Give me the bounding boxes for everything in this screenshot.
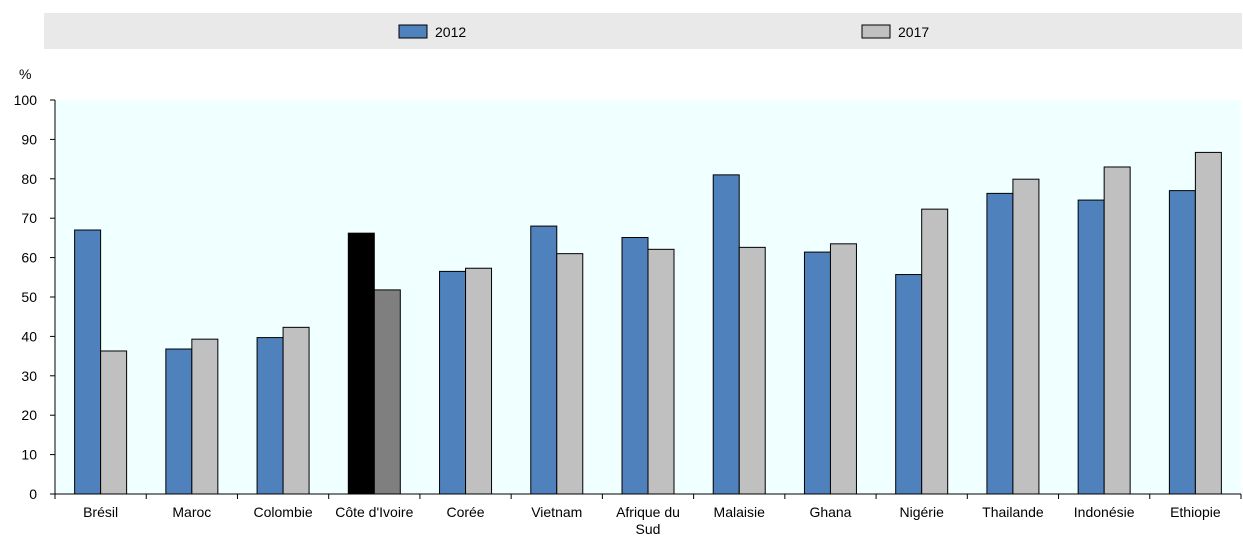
legend: 2012 2017	[398, 24, 929, 40]
bar-2012-8	[803, 251, 831, 495]
x-category-label: Ghana	[809, 504, 851, 520]
bar-2012-10	[986, 192, 1014, 495]
x-category-label: Brésil	[83, 504, 118, 520]
bar-2017-4	[465, 267, 493, 495]
bar-2017-7	[738, 246, 766, 495]
y-tick-label: 100	[14, 92, 38, 108]
y-tick-label: 70	[21, 210, 37, 226]
x-category-label: Afrique du	[616, 504, 680, 520]
bar-2012-4	[439, 270, 467, 495]
x-category-label: Malaisie	[714, 504, 766, 520]
bar-2017-0	[100, 350, 128, 495]
x-category-label: Vietnam	[531, 504, 582, 520]
bar-2017-12	[1194, 151, 1222, 495]
bar-2017-8	[829, 243, 857, 495]
legend-background	[44, 13, 1242, 49]
y-axis: 0 10 20 30 40 50 60 70 80 90 100	[14, 92, 55, 502]
bar-2017-9	[921, 208, 949, 495]
bar-2012-0	[74, 229, 102, 495]
y-axis-unit-label: %	[19, 66, 31, 82]
bar-2012-3	[347, 232, 375, 495]
legend-label-2017: 2017	[898, 24, 929, 40]
legend-swatch-2017	[861, 24, 891, 39]
x-category-label: Indonésie	[1074, 504, 1135, 520]
bar-2012-6	[621, 237, 649, 495]
bar-2017-10	[1012, 178, 1040, 495]
bar-2017-1	[191, 338, 219, 495]
bar-2012-11	[1077, 199, 1105, 495]
bar-2012-7	[712, 174, 740, 495]
y-tick-label: 50	[21, 289, 37, 305]
y-tick-label: 90	[21, 131, 37, 147]
y-tick-label: 80	[21, 171, 37, 187]
legend-label-2012: 2012	[435, 24, 466, 40]
x-category-label: Maroc	[172, 504, 211, 520]
y-tick-label: 0	[29, 486, 37, 502]
x-category-label: Thailande	[982, 504, 1044, 520]
x-axis: Brésil Maroc Colombie Côte d'Ivoire Corée Vie…	[54, 494, 1242, 537]
bar-2012-1	[165, 348, 193, 495]
bar-2017-3	[373, 289, 401, 495]
bar-2017-5	[556, 253, 584, 495]
x-category-label: Côte d'Ivoire	[335, 504, 413, 520]
bar-2012-9	[895, 274, 923, 495]
bar-2012-2	[256, 337, 284, 495]
x-category-label: Sud	[636, 521, 661, 537]
bar-2017-6	[647, 248, 675, 495]
y-tick-label: 60	[21, 250, 37, 266]
x-category-label: Corée	[446, 504, 484, 520]
bar-2017-2	[282, 326, 310, 495]
x-category-label: Ethiopie	[1170, 504, 1221, 520]
x-category-label: Colombie	[254, 504, 313, 520]
y-tick-label: 40	[21, 328, 37, 344]
bars-group	[74, 151, 1222, 495]
bar-2012-12	[1168, 190, 1196, 495]
y-tick-label: 30	[21, 368, 37, 384]
y-tick-label: 20	[21, 407, 37, 423]
legend-swatch-2012	[398, 24, 428, 39]
x-category-label: Nigérie	[900, 504, 945, 520]
bar-2017-11	[1103, 166, 1131, 495]
y-tick-label: 10	[21, 447, 37, 463]
bar-2012-5	[530, 225, 558, 495]
